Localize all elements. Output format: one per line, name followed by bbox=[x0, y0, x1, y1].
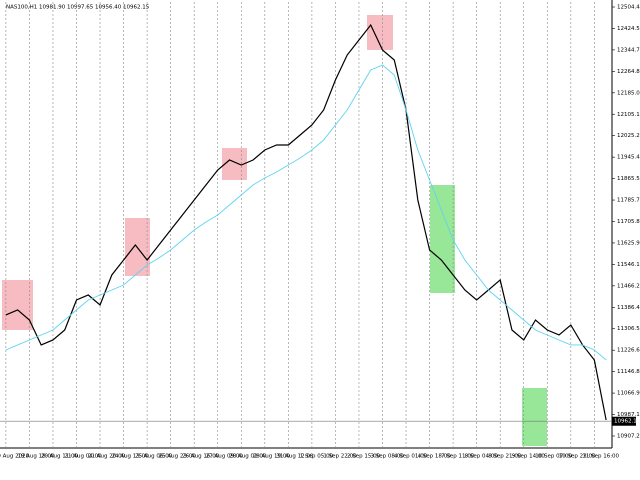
x-tick-label: 21 Aug 04:00 bbox=[65, 454, 103, 460]
y-tick-label: 11386.41 bbox=[617, 305, 640, 311]
x-tick-label: 20 Aug 11:00 bbox=[41, 454, 79, 460]
y-tick-label: 12185.01 bbox=[617, 90, 640, 96]
buy-zone bbox=[430, 185, 455, 293]
x-tick-label: 26 Aug 16:00 bbox=[182, 454, 220, 460]
y-tick-label: 11865.57 bbox=[617, 176, 640, 182]
y-tick-label: 11226.69 bbox=[617, 348, 640, 354]
x-tick-label: 27 Aug 09:00 bbox=[206, 454, 244, 460]
y-tick-label: 12504.45 bbox=[617, 5, 640, 11]
x-tick-label: 19 Aug 2020 bbox=[0, 454, 30, 460]
y-tick-label: 12344.73 bbox=[617, 47, 640, 53]
x-tick-label: 1 Sep 22:00 bbox=[323, 454, 357, 460]
y-tick-label: 11146.83 bbox=[617, 369, 640, 375]
current-price-label: 10962.15 bbox=[614, 419, 640, 425]
x-tick-label: 8 Sep 04:00 bbox=[465, 454, 499, 460]
x-tick-label: 31 Aug 12:00 bbox=[276, 454, 314, 460]
x-tick-label: 28 Aug 02:00 bbox=[229, 454, 267, 460]
y-tick-label: 11785.71 bbox=[617, 198, 640, 204]
x-tick-label: 4 Sep 01:00 bbox=[394, 454, 428, 460]
x-tick-label: 19 Aug 18:00 bbox=[17, 454, 55, 460]
x-tick-label: 28 Aug 19:00 bbox=[253, 454, 291, 460]
y-tick-label: 12025.29 bbox=[617, 133, 640, 139]
x-tick-label: 1 Sep 05:00 bbox=[300, 454, 334, 460]
current-price-box bbox=[612, 416, 636, 426]
x-tick-label: 25 Aug 23:00 bbox=[159, 454, 197, 460]
x-tick-label: 3 Sep 08:00 bbox=[371, 454, 405, 460]
x-tick-label: 2 Sep 15:00 bbox=[347, 454, 381, 460]
x-tick-label: 21 Aug 20:00 bbox=[88, 454, 126, 460]
x-tick-label: 24 Aug 13:00 bbox=[112, 454, 150, 460]
y-tick-label: 10907.25 bbox=[617, 433, 640, 439]
y-tick-label: 12264.87 bbox=[617, 69, 640, 75]
y-tick-label: 11546.13 bbox=[617, 262, 640, 268]
sell-zone bbox=[2, 280, 33, 330]
x-tick-label: 10 Sep 23:00 bbox=[559, 454, 596, 460]
x-tick-label: 7 Sep 11:00 bbox=[441, 454, 475, 460]
x-tick-label: 8 Sep 21:00 bbox=[488, 454, 522, 460]
x-tick-label: 25 Aug 06:00 bbox=[135, 454, 173, 460]
y-tick-label: 11306.55 bbox=[617, 326, 640, 332]
y-tick-label: 12424.59 bbox=[617, 26, 640, 32]
y-tick-label: 11945.43 bbox=[617, 155, 640, 161]
x-tick-label: 9 Sep 14:00 bbox=[512, 454, 546, 460]
buy-zone bbox=[522, 388, 547, 446]
x-tick-label: 10 Sep 07:00 bbox=[535, 454, 572, 460]
y-tick-label: 11625.99 bbox=[617, 240, 640, 246]
moving-average bbox=[5, 64, 607, 361]
y-tick-label: 11066.97 bbox=[617, 391, 640, 397]
x-tick-label: 11 Sep 16:00 bbox=[582, 454, 619, 460]
y-tick-label: 12105.15 bbox=[617, 112, 640, 118]
y-tick-label: 11705.85 bbox=[617, 219, 640, 225]
x-tick-label: 4 Sep 18:00 bbox=[418, 454, 452, 460]
y-tick-label: 11466.27 bbox=[617, 283, 640, 289]
chart-title: NAS100,H1 10981.90 10997.65 10956.40 109… bbox=[6, 5, 150, 11]
y-tick-label: 10987.11 bbox=[617, 412, 640, 418]
